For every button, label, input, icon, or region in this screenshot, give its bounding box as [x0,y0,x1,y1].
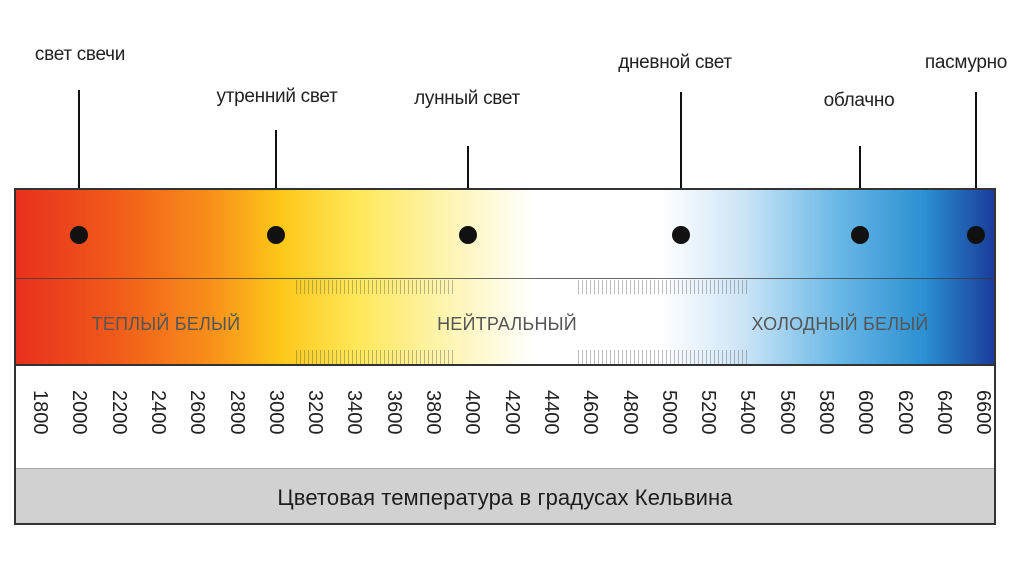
kelvin-tick-label: 4600 [577,390,603,435]
marker-dot-cloudy [851,226,869,244]
kelvin-tick-text: 2800 [225,390,248,435]
kelvin-tick-text: 2200 [107,390,130,435]
marker-label-candle: свет свечи [34,44,126,65]
kelvin-tick-label: 1800 [27,390,53,435]
marker-label-morning: утренний свет [216,86,338,107]
kelvin-tick-text: 5600 [775,390,798,435]
kelvin-tick-label: 6600 [970,390,995,435]
transition-hatch-cool-top [578,280,748,294]
color-temperature-scale: ТЕПЛЫЙ БЕЛЫЙ НЕЙТРАЛЬНЫЙ ХОЛОДНЫЙ БЕЛЫЙ … [14,188,996,525]
kelvin-tick-text: 3200 [304,390,327,435]
marker-dot-moonlight [459,226,477,244]
kelvin-tick-label: 4800 [617,390,643,435]
kelvin-tick-label: 4400 [538,390,564,435]
caption-bar: Цветовая температура в градусах Кельвина [16,468,994,523]
kelvin-tick-label: 3600 [381,390,407,435]
marker-label-overcast: пасмурно [924,52,1008,73]
kelvin-tick-label: 2600 [184,390,210,435]
kelvin-tick-label: 2200 [106,390,132,435]
marker-dot-daylight [672,226,690,244]
kelvin-tick-label: 5200 [695,390,721,435]
kelvin-tick-label: 3200 [302,390,328,435]
kelvin-tick-text: 4600 [579,390,602,435]
kelvin-tick-text: 3600 [382,390,405,435]
kelvin-tick-label: 4200 [499,390,525,435]
kelvin-tick-label: 6200 [892,390,918,435]
kelvin-tick-label: 3000 [263,390,289,435]
kelvin-tick-label: 3800 [420,390,446,435]
transition-hatch-warm-top [296,280,456,294]
marker-dot-morning [267,226,285,244]
kelvin-tick-text: 5400 [736,390,759,435]
kelvin-tick-text: 4200 [500,390,523,435]
marker-leader-morning [275,130,277,235]
kelvin-tick-label: 2800 [224,390,250,435]
kelvin-tick-label: 6000 [852,390,878,435]
kelvin-tick-text: 4400 [539,390,562,435]
kelvin-tick-text: 2000 [68,390,91,435]
kelvin-tick-text: 4800 [618,390,641,435]
kelvin-tick-text: 5000 [657,390,680,435]
color-temperature-gradient [16,190,994,364]
marker-dot-candle [70,226,88,244]
marker-leader-daylight [680,92,682,235]
band-divider-line [16,278,994,279]
kelvin-tick-text: 3000 [264,390,287,435]
kelvin-tick-text: 5800 [815,390,837,435]
marker-leader-overcast [975,92,977,235]
marker-label-moonlight: лунный свет [414,88,520,109]
kelvin-tick-text: 6400 [932,390,955,435]
marker-label-cloudy: облачно [823,90,895,111]
zone-label-cool-white: ХОЛОДНЫЙ БЕЛЫЙ [751,314,929,334]
kelvin-tick-text: 3800 [422,390,444,435]
kelvin-tick-label: 4000 [459,390,485,435]
kelvin-tick-text: 1800 [29,390,51,435]
kelvin-tick-label: 5400 [734,390,760,435]
kelvin-tick-text: 6000 [854,390,877,435]
transition-hatch-warm-bottom [296,350,456,364]
kelvin-tick-label: 6400 [931,390,957,435]
transition-hatch-cool-bottom [578,350,748,364]
kelvin-tick-text: 4000 [461,390,484,435]
kelvin-tick-row: 1800 2000 2200 2400 2600 2800 3000 3200 3400 3600… [16,364,994,468]
kelvin-tick-label: 2400 [145,390,171,435]
kelvin-tick-label: 5600 [774,390,800,435]
kelvin-tick-label: 2000 [66,390,92,435]
marker-dot-overcast [967,226,985,244]
zone-label-neutral: НЕЙТРАЛЬНЫЙ [437,314,577,334]
kelvin-tick-text: 5200 [697,390,720,435]
kelvin-tick-text: 2400 [146,390,169,435]
kelvin-tick-text: 2600 [186,390,209,435]
kelvin-tick-label: 3400 [341,390,367,435]
marker-label-daylight: дневной свет [618,52,732,73]
scale-caption: Цветовая температура в градусах Кельвина [277,485,733,510]
kelvin-tick-text: 3400 [343,390,366,435]
kelvin-tick-label: 5800 [813,390,839,435]
kelvin-tick-label: 5000 [656,390,682,435]
zone-label-warm-white: ТЕПЛЫЙ БЕЛЫЙ [91,314,241,334]
kelvin-tick-text: 6600 [972,390,995,435]
marker-leader-candle [78,90,80,235]
kelvin-tick-text: 6200 [893,390,916,435]
